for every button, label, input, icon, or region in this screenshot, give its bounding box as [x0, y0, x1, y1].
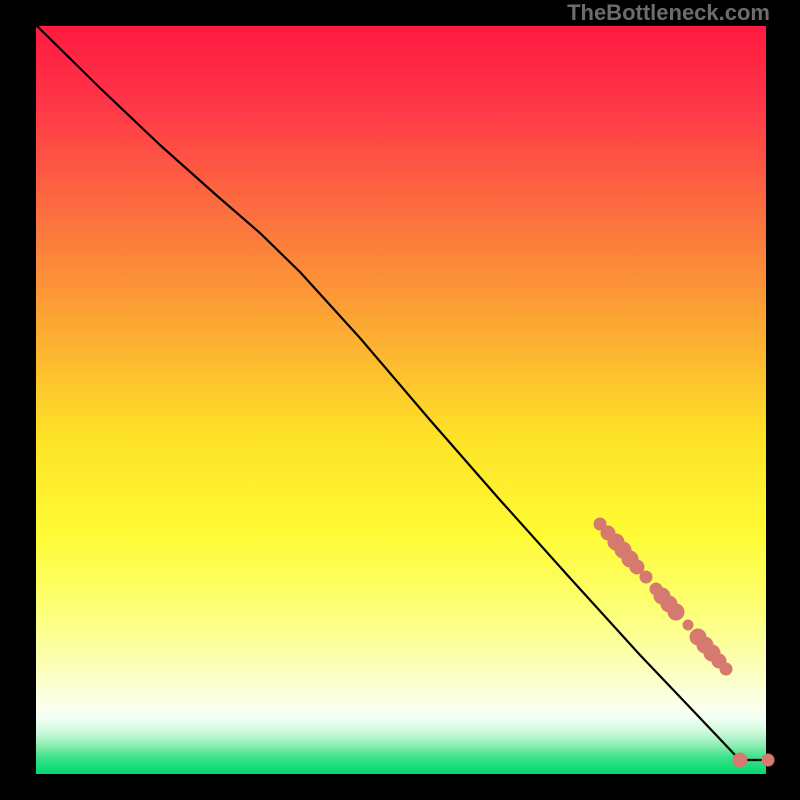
chart-stage: TheBottleneck.com — [0, 0, 800, 800]
chart-plot-border — [34, 24, 768, 776]
watermark-text: TheBottleneck.com — [567, 0, 770, 26]
